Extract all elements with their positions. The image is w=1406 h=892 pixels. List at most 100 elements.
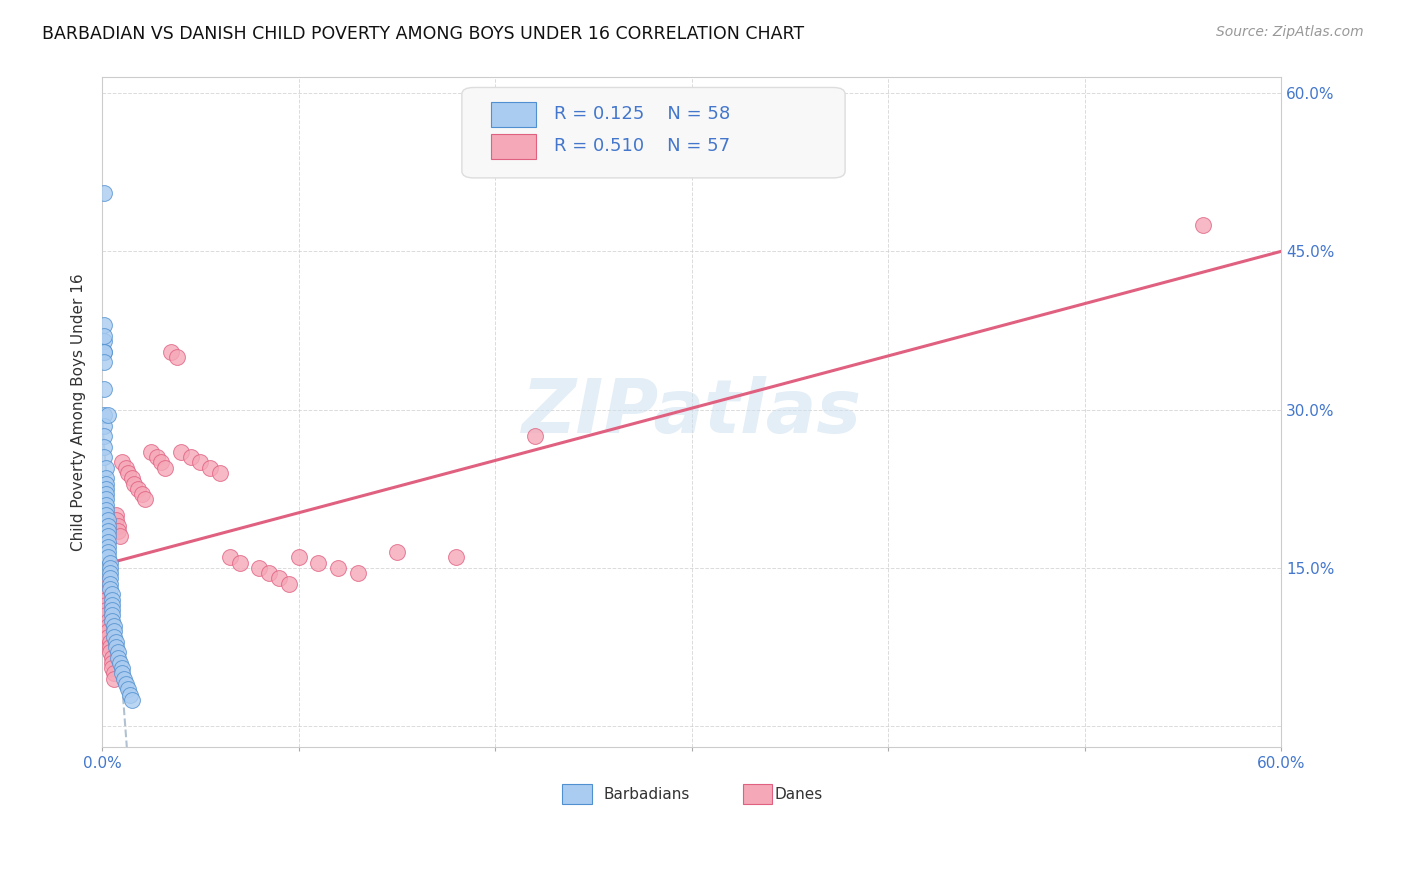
Point [97,408,120,422]
Point [93,450,115,465]
Point [97,540,120,554]
Point [103,630,125,644]
Point [93,587,115,601]
Point [98,556,121,570]
Point [97,630,120,644]
Point [101,650,124,665]
Point [94,608,117,623]
Point [150,455,173,469]
Point [107,518,129,533]
Point [94,482,117,496]
Point [346,566,368,581]
Point [93,344,115,359]
Point [94,471,117,485]
Point [267,572,290,586]
Point [307,556,329,570]
Point [94,492,117,507]
Point [523,429,546,443]
Point [98,576,121,591]
Point [93,318,115,333]
Point [141,445,163,459]
Point [107,524,129,538]
Point [94,603,117,617]
Point [103,672,125,686]
Point [287,550,309,565]
Point [98,566,121,581]
Point [97,513,120,527]
Text: Source: ZipAtlas.com: Source: ZipAtlas.com [1216,25,1364,39]
Point [94,503,117,517]
Point [153,460,176,475]
Point [277,576,299,591]
Point [94,460,117,475]
Point [104,513,127,527]
Point [97,534,120,549]
Point [117,466,139,480]
Point [93,576,115,591]
Point [121,693,143,707]
Point [114,677,136,691]
Point [93,582,115,596]
Point [1191,218,1213,232]
Point [97,529,120,543]
FancyBboxPatch shape [562,784,592,805]
Point [108,656,131,670]
Point [112,672,135,686]
Point [107,645,129,659]
Point [98,572,121,586]
Point [166,350,188,364]
Point [101,592,124,607]
Point [97,550,120,565]
FancyBboxPatch shape [491,102,536,127]
Point [127,482,149,496]
Point [101,608,124,623]
Point [94,598,117,612]
Point [101,598,124,612]
Point [326,561,349,575]
Point [146,450,169,465]
Point [93,334,115,348]
Point [180,450,202,465]
Point [98,634,121,648]
Point [107,650,129,665]
Point [101,587,124,601]
Text: BARBADIAN VS DANISH CHILD POVERTY AMONG BOYS UNDER 16 CORRELATION CHART: BARBADIAN VS DANISH CHILD POVERTY AMONG … [42,25,804,43]
Point [219,550,242,565]
Point [98,645,121,659]
Point [94,508,117,523]
Point [93,355,115,369]
Point [103,619,125,633]
Point [103,666,125,681]
Point [93,344,115,359]
Point [111,666,134,681]
Point [200,460,222,475]
Point [104,640,127,654]
Text: Barbadians: Barbadians [603,787,690,802]
Point [103,624,125,639]
Point [94,592,117,607]
FancyBboxPatch shape [461,87,845,178]
Point [160,344,183,359]
Point [94,476,117,491]
Point [93,418,115,433]
Point [117,682,139,697]
Point [97,545,120,559]
Point [94,487,117,501]
Point [93,329,115,343]
Point [209,466,232,480]
Point [97,619,120,633]
Point [98,640,121,654]
Point [108,529,131,543]
Point [97,614,120,628]
Point [97,524,120,538]
Point [101,603,124,617]
Point [114,460,136,475]
Point [98,582,121,596]
Point [98,561,121,575]
FancyBboxPatch shape [742,784,772,805]
Point [385,545,408,559]
Text: Danes: Danes [775,787,823,802]
Point [118,688,141,702]
Point [249,561,271,575]
Y-axis label: Child Poverty Among Boys Under 16: Child Poverty Among Boys Under 16 [72,274,86,551]
